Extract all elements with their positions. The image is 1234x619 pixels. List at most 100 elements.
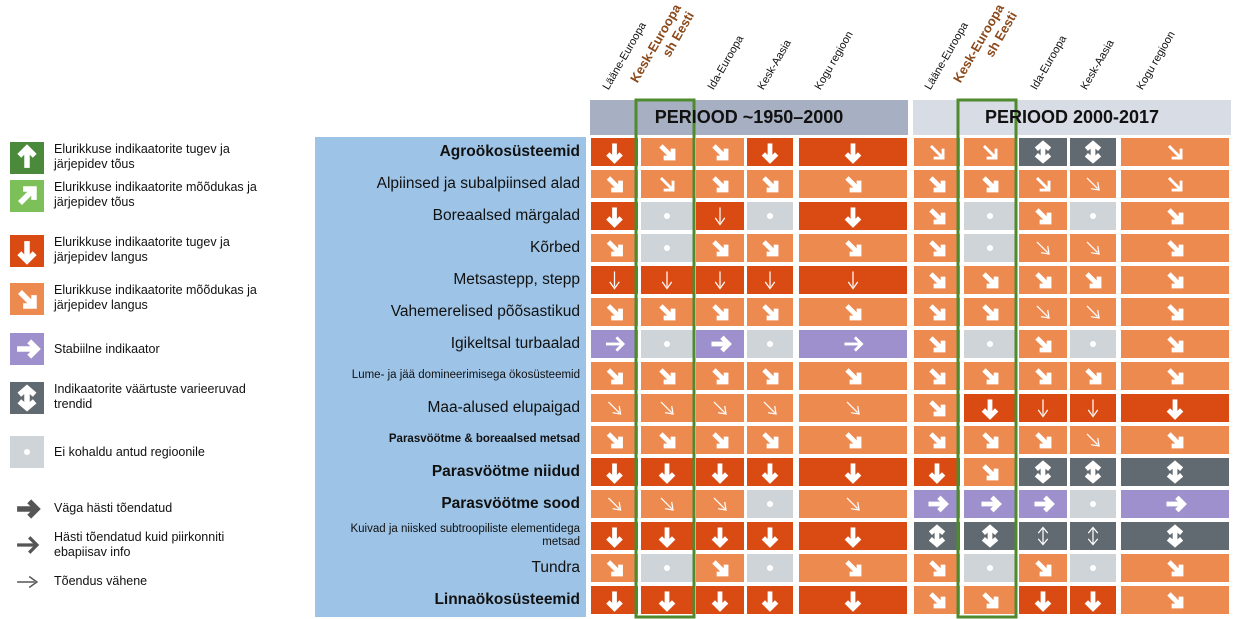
arrow-head — [844, 216, 862, 228]
row-label: Linnaökosüsteemid — [434, 591, 580, 608]
arrow-head — [663, 372, 676, 385]
arrow-head — [611, 372, 623, 385]
arrow-icon — [929, 400, 946, 417]
arrow-shaft — [712, 240, 727, 255]
arrow-icon — [982, 272, 999, 289]
arrow-head — [1171, 596, 1184, 609]
arrow — [712, 368, 729, 385]
row-label: Tundra — [531, 559, 580, 576]
legend-label: Indikaatorite väärtuste varieeruvad tren… — [54, 382, 246, 411]
arrow — [659, 176, 675, 192]
arrow-shaft — [762, 240, 777, 255]
arrow-icon — [929, 432, 946, 449]
arrow-head — [606, 216, 623, 228]
arrow-shaft — [659, 368, 674, 383]
arrow-icon — [929, 560, 946, 577]
arrow — [981, 495, 1002, 513]
arrow-icon — [1035, 432, 1052, 449]
arrow — [606, 527, 623, 548]
arrow-icon — [1167, 336, 1184, 353]
arrow-shaft — [1086, 305, 1099, 318]
arrow-head — [27, 499, 41, 519]
highlight-frame — [634, 98, 696, 619]
arrow — [606, 207, 623, 228]
arrow — [1034, 591, 1052, 612]
dot — [987, 341, 993, 347]
arrow-head — [1034, 140, 1052, 151]
arrow-head — [766, 436, 779, 449]
arrow-head — [716, 148, 729, 161]
arrow — [1167, 304, 1184, 321]
arrow-icon — [17, 536, 40, 554]
arrow-head — [933, 596, 946, 609]
arrow-icon — [1035, 208, 1052, 225]
arrow — [1035, 560, 1052, 577]
arrow-shaft — [845, 240, 860, 255]
arrow — [1035, 336, 1052, 353]
arrow-icon — [1167, 208, 1184, 225]
arrow — [762, 240, 779, 257]
dot — [24, 449, 30, 455]
legend-label: Ei kohaldu antud regioonile — [54, 445, 205, 459]
arrow-head — [850, 405, 860, 415]
arrow-icon — [712, 304, 729, 321]
arrow — [762, 368, 779, 385]
legend-label: Hästi tõendatud kuid piirkonniti ebapiis… — [54, 530, 225, 559]
arrow-icon — [1085, 368, 1102, 385]
arrow-icon — [929, 240, 946, 257]
arrow-icon — [762, 240, 779, 257]
arrow-shaft — [608, 497, 620, 510]
arrow-icon — [1037, 526, 1049, 546]
arrow-shaft — [929, 304, 944, 319]
row-label-panel — [315, 137, 586, 617]
row-label: Metsastepp, stepp — [453, 271, 580, 288]
arrow-head — [1039, 372, 1052, 385]
arrow-head — [1037, 538, 1049, 546]
arrow — [1035, 432, 1052, 449]
arrow — [660, 497, 674, 511]
arrow-shaft — [982, 144, 996, 158]
arrow — [606, 240, 623, 257]
arrow — [845, 368, 862, 385]
arrow — [658, 463, 676, 484]
legend-label: Elurikkuse indikaatorite tugev ja järjep… — [54, 235, 230, 264]
arrow-shaft — [606, 176, 621, 191]
arrow — [714, 207, 726, 226]
arrow — [712, 176, 729, 193]
arrow — [929, 144, 945, 160]
arrow-shaft — [1036, 241, 1049, 254]
arrow — [660, 401, 674, 415]
arrow — [982, 144, 998, 160]
arrow-icon — [1037, 399, 1049, 418]
arrow-icon — [929, 304, 946, 321]
arrow-icon — [658, 591, 676, 612]
dot — [1090, 213, 1096, 219]
arrow-shaft — [929, 176, 944, 191]
arrow-head — [933, 564, 946, 577]
arrow-shaft — [982, 464, 997, 479]
arrow-icon — [1035, 336, 1052, 353]
arrow-icon — [606, 368, 623, 385]
arrow-icon — [712, 432, 729, 449]
arrow-icon — [981, 495, 1002, 513]
arrow-head — [717, 501, 727, 511]
arrow-head — [933, 436, 946, 449]
arrow-shaft — [929, 272, 944, 287]
arrow-head — [611, 564, 623, 577]
arrow-head — [606, 472, 623, 484]
row-label: Alpiinsed ja subalpiinsed alad — [376, 175, 580, 192]
arrow — [929, 272, 946, 289]
arrow-head — [1087, 409, 1099, 418]
arrow-head — [1087, 538, 1099, 546]
arrow-icon — [1035, 272, 1052, 289]
arrow — [606, 368, 623, 385]
arrow — [982, 176, 999, 193]
arrow-shaft — [929, 144, 943, 158]
arrow-head — [849, 180, 862, 193]
arrow — [659, 368, 676, 385]
arrow-head — [981, 537, 999, 548]
arrow — [761, 463, 779, 484]
arrow-shaft — [846, 401, 859, 414]
row-label: Kõrbed — [530, 239, 580, 256]
arrow-icon — [1084, 460, 1102, 484]
